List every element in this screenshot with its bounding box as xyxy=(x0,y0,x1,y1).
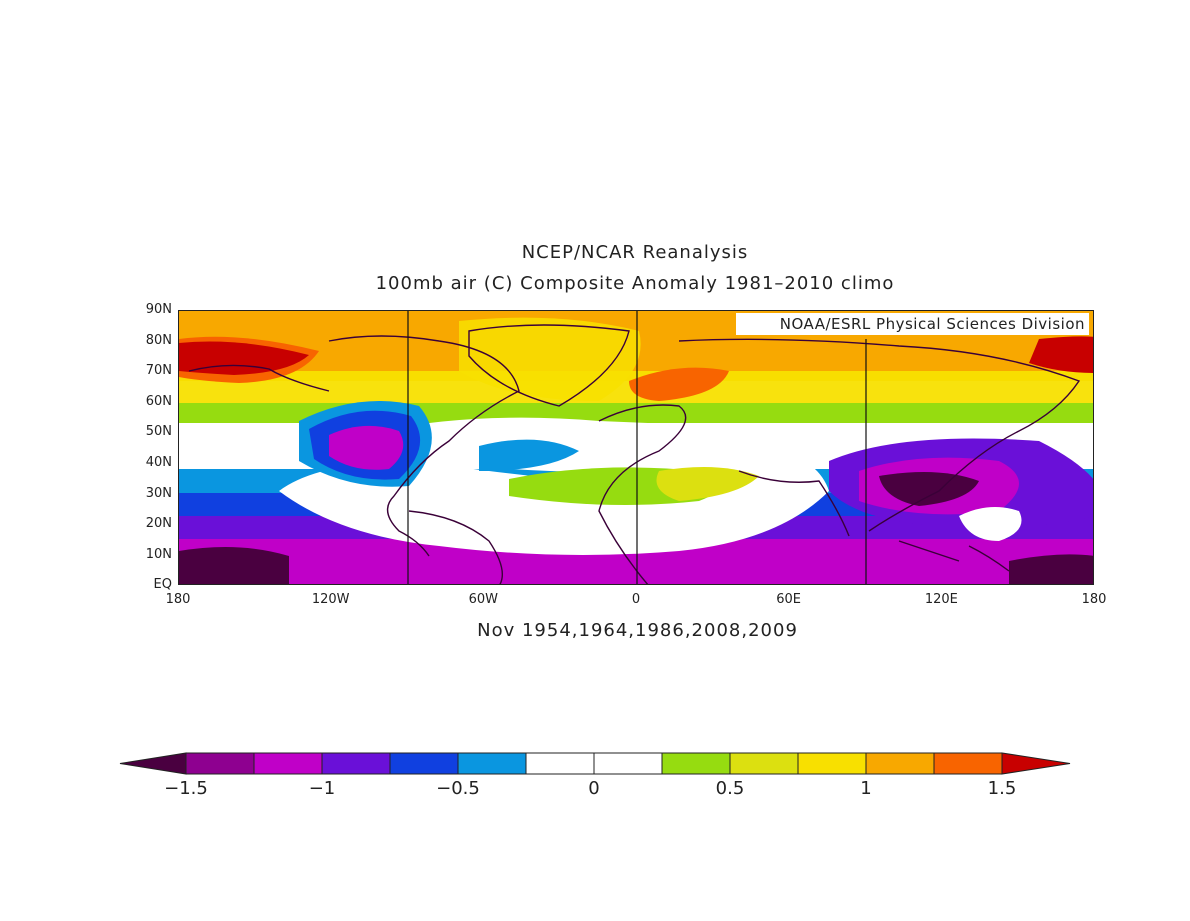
lat-tick-label: 80N xyxy=(145,332,172,348)
coastline-maritime xyxy=(898,540,1010,572)
colorbar-swatch xyxy=(933,752,1003,775)
anomaly-map xyxy=(179,311,1093,584)
credit-label: NOAA/ESRL Physical Sciences Division xyxy=(736,313,1089,335)
lon-tick-label: 120W xyxy=(311,592,350,607)
colorbar-swatch xyxy=(457,752,527,775)
colorbar-swatch xyxy=(253,752,323,775)
colorbar-arrow-high xyxy=(1001,752,1071,775)
anomaly-dark-se xyxy=(1009,554,1093,584)
lat-tick-label: 10N xyxy=(145,546,172,562)
colorbar-tick-label: 1 xyxy=(860,778,872,799)
colorbar-tick-label: −1 xyxy=(308,778,336,799)
date-label: Nov 1954,1964,1986,2008,2009 xyxy=(477,620,798,641)
anomaly-yellow-sahara xyxy=(656,467,759,501)
anomaly-dark-asia xyxy=(879,472,979,506)
lat-tick-label: 50N xyxy=(145,424,172,440)
colorbar-swatch xyxy=(661,752,731,775)
colorbar-swatch xyxy=(865,752,935,775)
anomaly-dark-sw xyxy=(179,547,289,584)
colorbar-tick-label: −0.5 xyxy=(436,778,480,799)
coastline-greenland xyxy=(468,324,630,407)
coastline-arabia-india xyxy=(738,470,850,537)
map-title: NCEP/NCAR Reanalysis xyxy=(521,242,749,263)
colorbar-swatch xyxy=(593,752,663,775)
colorbar-swatch xyxy=(729,752,799,775)
colorbar-arrow-low xyxy=(119,752,187,775)
coastline-asia xyxy=(678,338,1081,532)
anomaly-purple-us xyxy=(329,425,404,470)
meridians xyxy=(407,311,867,584)
lon-tick-label: 60E xyxy=(776,592,802,607)
lon-tick-label: 180 xyxy=(165,592,191,607)
colorbar-swatch xyxy=(389,752,459,775)
colorbar-tick-label: 1.5 xyxy=(987,778,1017,799)
lat-tick-label: 40N xyxy=(145,455,172,470)
colorbar-swatch xyxy=(797,752,867,775)
lat-tick-label: 20N xyxy=(145,516,172,532)
coastline-europe-africa xyxy=(598,404,687,584)
lon-tick-label: 120E xyxy=(924,592,958,607)
colorbar-tick-label: 0 xyxy=(588,778,600,799)
lat-tick-label: 90N xyxy=(145,302,172,317)
lat-tick-label: 70N xyxy=(145,363,172,379)
lat-tick-label: 60N xyxy=(145,393,172,409)
colorbar-swatch xyxy=(525,752,595,775)
lat-tick-label: EQ xyxy=(153,577,172,593)
coastline-south-america xyxy=(408,510,503,584)
coastline-alaska xyxy=(188,364,330,392)
lon-tick-label: 0 xyxy=(631,592,641,607)
anomaly-red-europe xyxy=(629,367,729,401)
colorbar-tick-label: −1.5 xyxy=(164,778,208,799)
coastlines xyxy=(188,324,1081,584)
map-panel xyxy=(178,310,1094,585)
colorbar-swatch xyxy=(185,752,255,775)
anomaly-lightblue-atlantic xyxy=(479,439,579,471)
colorbar-swatch xyxy=(321,752,391,775)
map-subtitle: 100mb air (C) Composite Anomaly 1981–201… xyxy=(375,273,895,294)
lon-tick-label: 60W xyxy=(468,592,499,607)
lat-tick-label: 30N xyxy=(145,485,172,501)
anomaly-red-northeast xyxy=(1029,336,1093,373)
anomaly-white-west-pacific xyxy=(959,507,1022,541)
lon-tick-label: 180 xyxy=(1081,592,1107,607)
colorbar-tick-label: 0.5 xyxy=(715,778,745,799)
coastline-north-america xyxy=(328,335,520,557)
